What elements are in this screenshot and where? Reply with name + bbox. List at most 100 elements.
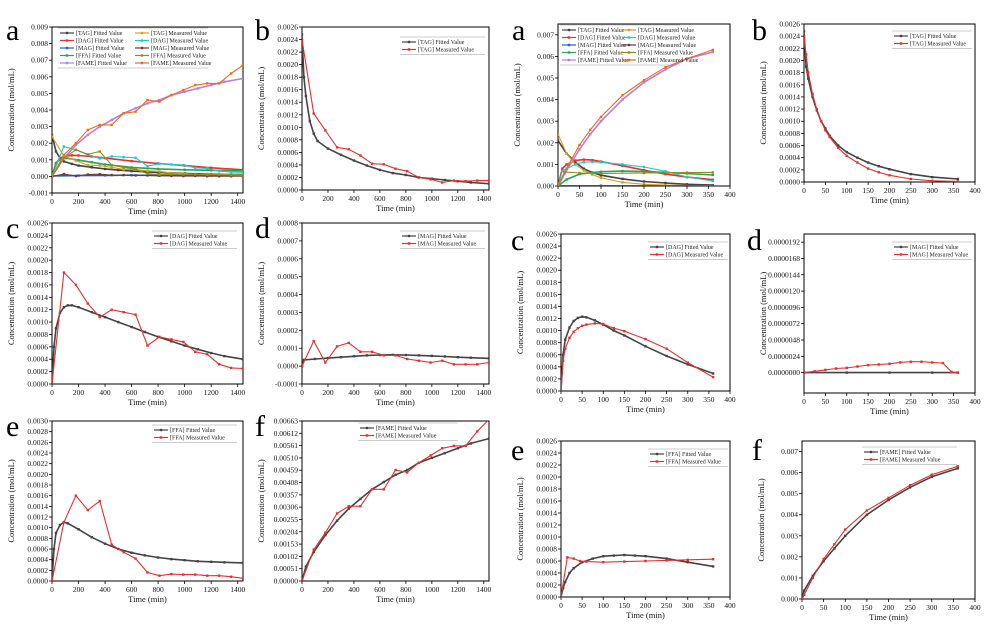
data-point (887, 498, 890, 502)
y-tick-label: 0.00459 (274, 466, 299, 475)
panel-label: e (6, 410, 19, 443)
x-tick-label: 400 (969, 186, 981, 195)
data-point (623, 330, 626, 333)
data-point (217, 173, 221, 176)
data-point (58, 158, 62, 161)
data-point (347, 504, 350, 508)
data-point (156, 162, 160, 165)
data-point (888, 174, 891, 177)
x-tick-label: 1200 (204, 585, 219, 594)
data-point (391, 353, 395, 357)
x-tick-label: 1000 (424, 388, 439, 397)
data-point (685, 175, 689, 179)
series-dag-fitted-value (561, 315, 715, 391)
data-point (711, 48, 714, 52)
data-point (170, 572, 173, 576)
x-tick-label: 0 (559, 395, 563, 404)
series-fame-measured-value (302, 421, 489, 581)
x-tick-label: 1200 (204, 388, 219, 397)
y-tick-label: 0.0002 (277, 326, 298, 335)
data-point (665, 354, 668, 358)
data-point (612, 327, 616, 330)
x-tick-label: 200 (73, 585, 85, 594)
data-point (404, 173, 408, 177)
data-point (404, 353, 408, 357)
y-tick-label: 0.002 (31, 139, 48, 148)
data-point (621, 181, 624, 184)
legend: [TAG] Fitted Value[DAG] Fitted Value[MAG… (560, 24, 699, 66)
data-point (664, 172, 667, 176)
y-tick-label: 0.0000000 (768, 368, 800, 377)
series-line (302, 39, 489, 184)
series-tag-fitted-value (52, 133, 243, 176)
data-point (52, 579, 54, 581)
data-point (642, 78, 646, 82)
data-point (391, 171, 395, 175)
data-point (865, 513, 869, 516)
data-point (908, 484, 912, 487)
data-point (589, 128, 592, 132)
data-point (644, 555, 647, 558)
legend: [TAG] Fitted Value [TAG] Measured Value (892, 30, 972, 49)
legend-item: [MAG] Measured Value (622, 43, 697, 49)
x-tick-label: 400 (969, 397, 981, 406)
legend-label: [FAME] Measured Value (638, 58, 699, 64)
data-point (811, 95, 814, 99)
legend-label: [DAG] Fitted Value (170, 234, 218, 240)
legend-label: [TAG] Fitted Value (76, 31, 123, 37)
series-line (302, 34, 489, 185)
data-point (956, 371, 960, 374)
data-point (599, 115, 603, 119)
data-point (194, 350, 197, 353)
data-point (623, 553, 626, 557)
legend-item: [FFA] Fitted Value (650, 452, 711, 458)
data-point (580, 561, 584, 564)
data-point (804, 65, 808, 68)
data-point (443, 355, 447, 358)
data-point (845, 154, 848, 158)
data-point (183, 168, 186, 171)
x-tick-label: 50 (820, 603, 828, 612)
data-point (146, 344, 149, 347)
data-point (612, 554, 616, 557)
data-point (685, 171, 689, 174)
data-point (103, 315, 107, 319)
y-tick-label: 0.0026 (536, 230, 557, 239)
legend-item: [DAG] Fitted Value (154, 234, 218, 240)
x-tick-label: 200 (322, 585, 334, 594)
x-tick-label: 150 (863, 186, 875, 195)
legend-marker (407, 234, 411, 238)
data-point (52, 133, 54, 137)
legend-label: [DAG] Fitted Value (578, 36, 626, 42)
data-point (217, 169, 221, 173)
data-point (908, 486, 912, 489)
legend-marker (655, 253, 659, 256)
legend-item: [FAME] Fitted Value (562, 58, 629, 64)
legend-label: [MAG] Measured Value (151, 46, 210, 52)
data-point (856, 156, 859, 159)
y-tick-label: 0.0020 (779, 56, 800, 65)
data-point (822, 557, 825, 561)
data-point (62, 153, 66, 157)
data-point (567, 163, 570, 166)
data-point (664, 183, 667, 186)
x-tick-label: 400 (724, 601, 736, 610)
plot-frame (803, 23, 976, 183)
y-tick-label: 0.006 (31, 72, 48, 81)
series-line (802, 467, 958, 599)
x-tick-label: 250 (905, 603, 917, 612)
plot-frame (51, 420, 244, 582)
data-point (476, 363, 479, 366)
data-point (931, 175, 934, 179)
y-tick-label: 0.0024 (277, 35, 298, 44)
data-point (241, 174, 243, 177)
data-point (405, 357, 409, 361)
y-tick-label: 0.0002 (536, 581, 557, 590)
series-line (302, 437, 489, 581)
y-tick-label: 0.0000048 (768, 336, 800, 345)
y-tick-label: 0.004 (781, 510, 798, 519)
x-tick-label: 50 (578, 395, 586, 404)
data-point (194, 83, 197, 87)
legend-marker (869, 450, 873, 454)
y-tick-label: 0.0024 (27, 231, 48, 240)
